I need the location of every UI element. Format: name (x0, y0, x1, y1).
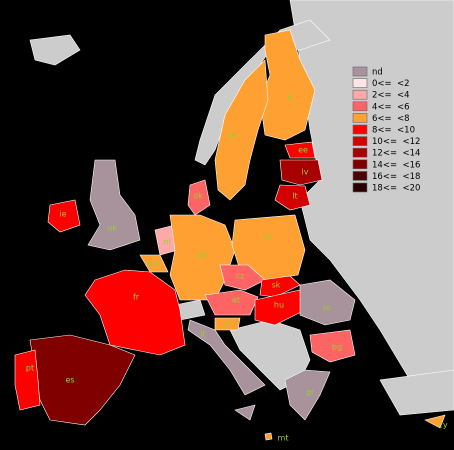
legend-swatch (352, 147, 368, 158)
country-label: ee (298, 146, 308, 155)
legend-label: 10<= <12 (372, 137, 420, 147)
country-label: pt (26, 364, 34, 373)
country-label: at (232, 296, 240, 305)
country-label: fr (133, 293, 140, 302)
country (309, 329, 356, 363)
country (254, 289, 306, 326)
legend-swatch (352, 113, 368, 123)
country (284, 141, 316, 159)
country (214, 317, 241, 331)
legend-label: 12<= <14 (372, 149, 420, 159)
country-label: hu (274, 301, 284, 310)
country-label: it (200, 330, 205, 339)
country (424, 414, 446, 429)
country (214, 59, 269, 201)
country-label: cy (438, 421, 447, 430)
countries (14, 29, 446, 441)
land (289, 0, 454, 381)
legend-swatch (352, 101, 368, 112)
country (279, 159, 323, 186)
country-label: de (197, 251, 207, 260)
land (379, 369, 454, 416)
country (187, 179, 211, 216)
country (259, 275, 301, 298)
country (169, 214, 236, 301)
country-label: dk (193, 192, 203, 201)
legend-swatch (352, 159, 368, 170)
country (204, 289, 259, 316)
legend-label: 14<= <16 (372, 160, 420, 170)
legend-swatch (352, 89, 368, 100)
country-label: cz (236, 272, 245, 281)
country-label: es (65, 376, 74, 385)
land (29, 34, 81, 66)
country-label: fi (287, 94, 292, 103)
country (234, 404, 256, 421)
legend-label: 6<= <8 (372, 114, 410, 124)
country-label: lt (292, 192, 297, 201)
country-label: be (148, 260, 158, 269)
country-label: sk (272, 281, 281, 290)
country (219, 264, 266, 291)
country-label: ro (323, 304, 331, 313)
country-label: nl (163, 238, 170, 247)
country (187, 319, 266, 396)
country-label: mt (278, 434, 289, 443)
country-label: lv (302, 168, 309, 177)
legend-label: 0<= <2 (372, 79, 410, 89)
legend-swatch (352, 66, 368, 77)
country (259, 29, 316, 141)
non-eu-land (29, 0, 454, 416)
legend-label: 18<= <20 (372, 184, 420, 194)
country-label: gr (306, 388, 315, 397)
legend-label: 16<= <18 (372, 172, 420, 182)
country (87, 159, 141, 251)
legend-label: nd (372, 68, 383, 78)
country (14, 349, 41, 411)
country (274, 184, 311, 211)
country (84, 269, 186, 356)
legend-swatch (352, 78, 368, 88)
legend-label: 2<= <4 (372, 91, 410, 101)
country-label: pl (264, 233, 271, 242)
country-label: si (224, 320, 230, 329)
country-label: bg (332, 343, 342, 352)
legend-label: 4<= <6 (372, 102, 410, 112)
country (264, 432, 273, 441)
country-label: se (227, 131, 236, 140)
legend-swatch (352, 124, 368, 135)
country-labels: fi se ee lv lt dk ie uk nl be de pl cz s… (26, 94, 448, 443)
legend-label: 8<= <10 (372, 126, 415, 136)
country (284, 369, 331, 421)
country (299, 279, 356, 326)
country-label: ie (59, 210, 66, 219)
legend-swatch (352, 182, 368, 193)
legend-swatch (352, 171, 368, 181)
country (139, 254, 169, 273)
legend-swatch (352, 136, 368, 146)
country (47, 199, 81, 233)
country-label: uk (107, 224, 117, 233)
